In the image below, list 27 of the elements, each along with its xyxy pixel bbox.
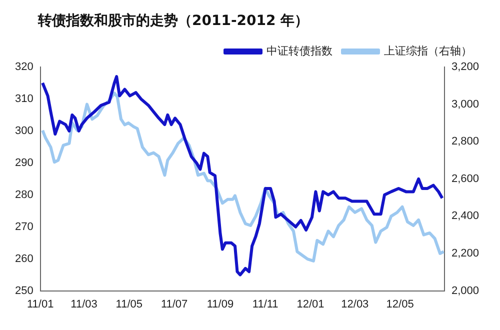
x-tick-label: 11/05: [116, 298, 143, 310]
y-tick-label: 320: [14, 61, 34, 74]
x-tick-label: 12/01: [296, 298, 324, 310]
y2-tick-label: 2,600: [451, 172, 480, 185]
y-tick-label: 270: [14, 220, 34, 233]
y2-tick-label: 2,000: [451, 284, 480, 297]
legend-label: 中证转债指数: [266, 44, 332, 58]
y-tick-label: 250: [14, 284, 34, 297]
y2-tick-label: 2,800: [451, 136, 480, 148]
x-tick-label: 12/05: [386, 298, 414, 310]
y2-tick-label: 2,400: [451, 210, 480, 222]
x-tick-label: 11/01: [26, 298, 54, 310]
y-tick-label: 260: [14, 252, 34, 265]
y-tick-label: 300: [14, 124, 34, 137]
x-tick-label: 11/03: [70, 298, 98, 310]
x-tick-label: 11/11: [252, 298, 278, 310]
y-tick-label: 290: [14, 156, 34, 169]
x-tick-label: 11/07: [160, 298, 188, 310]
legend-label: 上证综指（右轴）: [384, 44, 472, 58]
y-tick-label: 310: [14, 93, 34, 106]
y2-tick-label: 3,200: [451, 61, 480, 74]
x-tick-label: 12/03: [341, 298, 369, 310]
x-tick-label: 11/09: [206, 298, 234, 310]
y2-tick-label: 3,000: [451, 98, 480, 110]
chart-title: 转债指数和股市的走势（2011-2012 年）: [36, 12, 310, 31]
y-tick-label: 280: [14, 188, 34, 201]
y2-tick-label: 2,200: [451, 248, 480, 260]
